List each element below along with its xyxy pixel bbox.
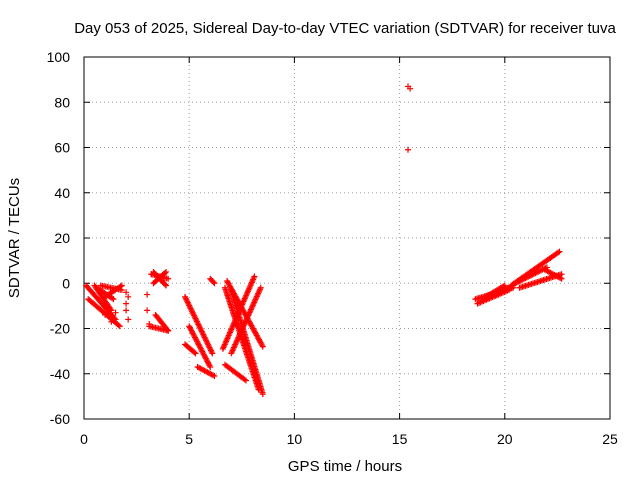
data-point-seg4 — [109, 295, 116, 302]
data-point-isolated — [112, 309, 119, 316]
data-point-seg19 — [259, 342, 266, 349]
y-tick-label: -20 — [50, 321, 70, 337]
data-point-seg14 — [192, 350, 199, 357]
y-tick-label: 20 — [54, 230, 70, 246]
data-point-seg30 — [558, 275, 565, 282]
grid-lines — [84, 57, 610, 419]
data-point-seg19 — [259, 343, 266, 350]
y-tick-label: 0 — [62, 275, 70, 291]
data-point-seg16 — [210, 279, 217, 286]
x-tick-label: 10 — [287, 431, 303, 447]
axis-ticks: 0 5 10 15 20 25 -60 -40 -20 0 20 40 60 80 100 — [47, 49, 618, 447]
data-point-isolated — [125, 316, 132, 323]
x-tick-label: 25 — [602, 431, 618, 447]
y-tick-label: -60 — [50, 411, 70, 427]
y-tick-label: 80 — [54, 94, 70, 110]
data-point-isolated — [144, 307, 151, 314]
y-axis-label: SDTVAR / TECUs — [6, 178, 23, 298]
data-point-seg3 — [108, 307, 115, 314]
x-axis-label: GPS time / hours — [288, 458, 402, 475]
y-tick-label: 40 — [54, 185, 70, 201]
data-point-seg4 — [110, 296, 117, 303]
data-point-seg27 — [555, 249, 562, 256]
y-tick-label: 60 — [54, 140, 70, 156]
data-point-seg10 — [162, 281, 169, 288]
y-tick-label: 100 — [47, 49, 71, 65]
chart-title: Day 053 of 2025, Sidereal Day-to-day VTE… — [74, 20, 616, 37]
y-tick-label: -40 — [50, 366, 70, 382]
data-point-seg22 — [243, 377, 250, 384]
plot-frame — [83, 56, 611, 420]
data-point-isolated — [108, 318, 115, 325]
data-point-isolated — [125, 293, 132, 300]
data-point-isolated — [123, 289, 130, 296]
data-point-isolated — [123, 300, 130, 307]
data-point-seg3 — [107, 306, 114, 313]
data-point-seg12 — [209, 350, 216, 357]
data-point-seg2 — [116, 323, 123, 330]
data-point-seg10 — [163, 282, 170, 289]
data-point-seg11 — [163, 268, 170, 275]
x-tick-label: 20 — [497, 431, 513, 447]
x-tick-label: 15 — [392, 431, 408, 447]
data-point-seg22 — [241, 376, 248, 383]
data-point-seg15 — [211, 373, 218, 380]
data-point-seg27 — [556, 248, 563, 255]
data-point-seg21 — [259, 391, 266, 398]
x-tick-label: 5 — [185, 431, 193, 447]
data-point-seg2 — [115, 322, 122, 329]
data-point-seg11 — [161, 269, 168, 276]
data-point-isolated — [405, 146, 412, 153]
data-points — [83, 83, 565, 398]
data-point-seg17 — [251, 273, 258, 280]
data-point-isolated — [407, 85, 414, 92]
data-point-isolated — [148, 271, 155, 278]
data-point-seg16 — [211, 280, 218, 287]
data-point-isolated — [123, 307, 130, 314]
data-point-seg8 — [165, 327, 172, 334]
data-point-isolated — [144, 291, 151, 298]
data-point-seg6 — [118, 282, 125, 289]
data-point-seg9 — [165, 275, 172, 282]
data-point-isolated — [102, 311, 109, 318]
data-point-isolated — [146, 320, 153, 327]
x-tick-label: 0 — [80, 431, 88, 447]
data-point-seg6 — [117, 283, 124, 290]
data-point-seg14 — [191, 349, 198, 356]
data-point-seg13 — [207, 363, 214, 370]
data-point-seg18 — [257, 284, 264, 291]
